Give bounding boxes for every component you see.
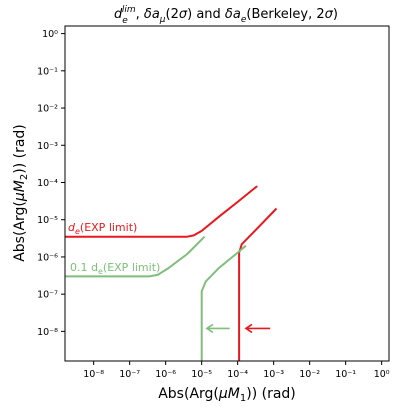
series-line-4 bbox=[200, 244, 247, 361]
y-tick-label: 10⁻² bbox=[37, 104, 58, 115]
x-tick-label: 10⁻⁵ bbox=[191, 369, 212, 380]
y-tick-label: 10⁻⁶ bbox=[37, 252, 58, 263]
y-axis-label: Abs(Arg(μM2)) (rad) bbox=[12, 124, 30, 262]
x-tick-label: 10⁰ bbox=[374, 369, 390, 380]
green-curve-label: 0.1 de(EXP limit) bbox=[70, 261, 160, 276]
chart-title: delim, δaμ(2σ) and δae(Berkeley, 2σ) bbox=[114, 5, 338, 26]
x-tick-label: 10⁻¹ bbox=[335, 369, 356, 380]
y-tick-label: 10⁻⁸ bbox=[37, 327, 58, 338]
x-tick-label: 10⁻² bbox=[299, 369, 320, 380]
y-tick-label: 10⁰ bbox=[42, 29, 58, 40]
svg-text:delim, δaμ(2σ) and δae(Berkele: delim, δaμ(2σ) and δae(Berkeley, 2σ) bbox=[114, 5, 338, 26]
y-axis: 10⁻⁸ 10⁻⁷ 10⁻⁶ 10⁻⁵ 10⁻⁴ 10⁻³ 10⁻² 10⁻¹ 10⁰ bbox=[37, 29, 65, 338]
series-line-1 bbox=[65, 185, 258, 238]
x-axis: 10⁻⁸ 10⁻⁷ 10⁻⁶ 10⁻⁵ 10⁻⁴ 10⁻³ 10⁻² 10⁻¹ 10⁰ bbox=[83, 361, 390, 380]
series-line-3 bbox=[65, 235, 206, 278]
x-tick-label: 10⁻⁶ bbox=[155, 369, 176, 380]
red-curve-label: de(EXP limit) bbox=[68, 221, 137, 236]
x-tick-label: 10⁻⁸ bbox=[83, 369, 104, 380]
y-tick-label: 10⁻⁷ bbox=[37, 290, 58, 301]
x-tick-label: 10⁻³ bbox=[263, 369, 284, 380]
y-tick-label: 10⁻³ bbox=[37, 141, 58, 152]
y-tick-label: 10⁻⁴ bbox=[37, 178, 58, 189]
plot-area bbox=[65, 185, 278, 361]
arrow-2 bbox=[205, 323, 230, 334]
x-axis-label: Abs(Arg(μM1)) (rad) bbox=[158, 386, 296, 404]
plot-frame bbox=[64, 25, 390, 362]
y-tick-label: 10⁻¹ bbox=[37, 66, 58, 77]
y-tick-label: 10⁻⁵ bbox=[37, 215, 58, 226]
x-tick-label: 10⁻⁷ bbox=[119, 369, 140, 380]
arrow-1 bbox=[244, 323, 271, 334]
x-tick-label: 10⁻⁴ bbox=[227, 369, 248, 380]
series-line-2 bbox=[238, 207, 278, 361]
